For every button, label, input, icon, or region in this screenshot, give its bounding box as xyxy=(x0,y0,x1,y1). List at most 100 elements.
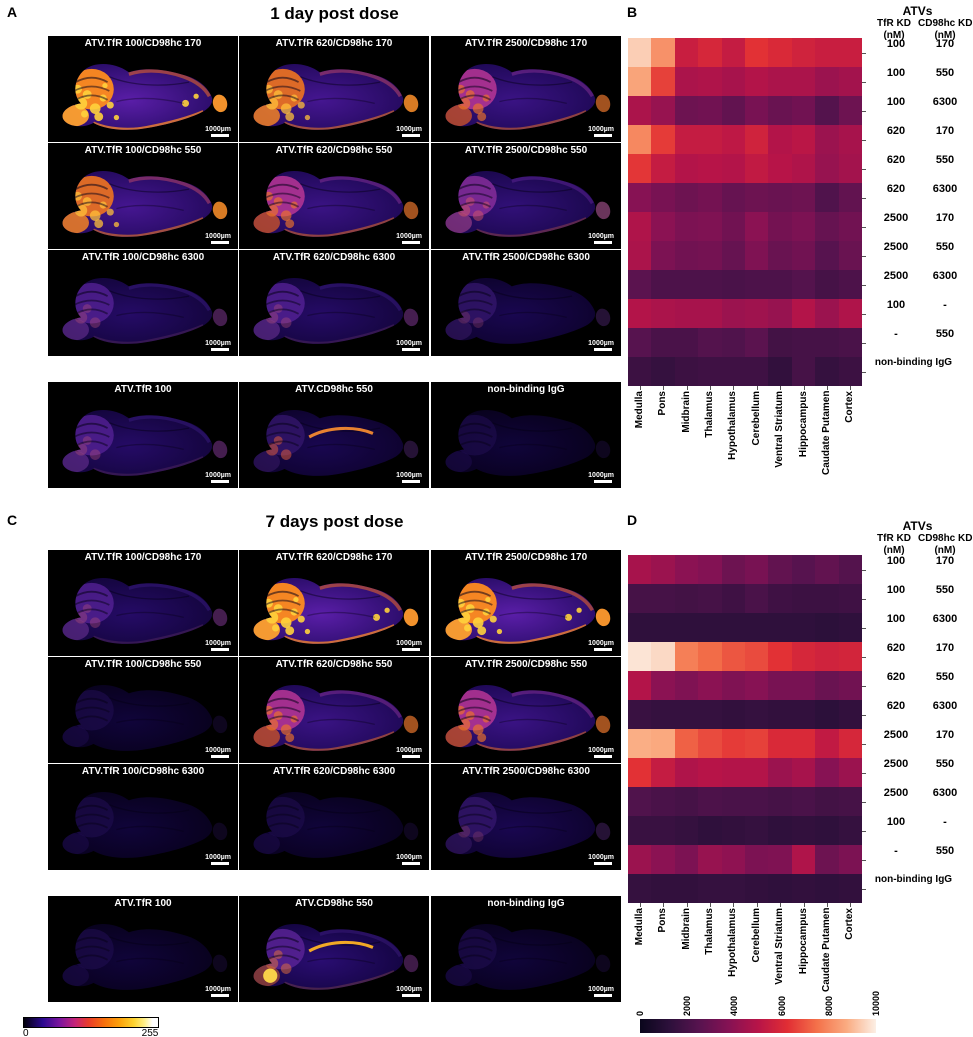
heatmap-cell xyxy=(674,38,699,67)
heatmap-cell xyxy=(815,584,839,613)
heatmap-cell xyxy=(698,328,722,357)
heatmap-cell xyxy=(651,67,675,96)
brain-tile-label: ATV.TfR 2500/CD98hc 6300 xyxy=(462,766,590,777)
heatmap-cell xyxy=(768,328,792,357)
region-label-hypothalamus: Hypothalamus xyxy=(727,908,739,977)
brain-section-image xyxy=(62,409,228,476)
heatmap-cell xyxy=(768,212,792,241)
cd98hc-kd-value: - xyxy=(943,299,947,311)
region-label-hypothalamus: Hypothalamus xyxy=(727,391,739,460)
heatmap-cell xyxy=(815,241,839,270)
scale-bar-label: 1000µm xyxy=(205,233,231,240)
heatmap-cell xyxy=(651,584,675,613)
heatmap-cell xyxy=(674,183,699,212)
tfr-kd-value: 620 xyxy=(886,700,906,712)
brain-section-image xyxy=(445,791,611,858)
heatmap-cell xyxy=(674,299,699,328)
brain-section-image xyxy=(445,577,611,644)
heatmap-cell xyxy=(744,671,769,700)
heatmap-cell xyxy=(628,787,652,816)
brain-image-tile: ATV.TfR 2500/CD98hc 6300 1000µm xyxy=(431,250,621,356)
tfr-kd-value: 100 xyxy=(886,96,906,108)
x-axis-tick xyxy=(663,903,664,907)
region-label-pons: Pons xyxy=(657,908,669,933)
brain-image-tile: ATV.CD98hc 550 1000µm xyxy=(239,382,429,488)
heatmap-cell xyxy=(791,584,816,613)
atv-table-row: non-binding IgG xyxy=(862,874,973,903)
scale-bar-label: 1000µm xyxy=(588,472,614,479)
brain-image-tile: ATV.CD98hc 550 1000µm xyxy=(239,896,429,1002)
y-axis-tick xyxy=(862,860,866,861)
heatmap-cell xyxy=(721,584,745,613)
heatmap-cell xyxy=(838,584,862,613)
heatmap-cell xyxy=(674,613,699,642)
x-axis-tick xyxy=(640,386,641,390)
heatmap-cell xyxy=(698,357,722,386)
y-axis-tick xyxy=(862,831,866,832)
heatmap-cell xyxy=(768,183,792,212)
scale-bar xyxy=(211,480,229,483)
heatmap-cell xyxy=(698,67,722,96)
brain-image-tile: ATV.TfR 100/CD98hc 6300 1000µm xyxy=(48,250,238,356)
heatmap-cell xyxy=(838,671,862,700)
heatmap-cell xyxy=(744,874,769,903)
heatmap-cell xyxy=(651,270,675,299)
heatmap-cell xyxy=(744,642,769,671)
heatmap-cell xyxy=(791,96,816,125)
region-label-cortex: Cortex xyxy=(844,908,856,940)
heatmap-cell xyxy=(838,787,862,816)
brain-image-tile: non-binding IgG 1000µm xyxy=(431,382,621,488)
heatmap-cell xyxy=(651,555,675,584)
heatmap-cell xyxy=(768,38,792,67)
brain-tile-label: ATV.TfR 100/CD98hc 6300 xyxy=(81,252,205,263)
brain-tile-label: ATV.TfR 100/CD98hc 170 xyxy=(84,38,202,49)
heatmap-cell xyxy=(628,299,652,328)
y-axis-tick xyxy=(862,169,866,170)
region-label-cerebellum: Cerebellum xyxy=(750,908,762,963)
heatmap-cell xyxy=(698,874,722,903)
heatmap-cell xyxy=(651,299,675,328)
scale-bar xyxy=(402,348,420,351)
heatmap-cell xyxy=(791,874,816,903)
heatmap-cell xyxy=(744,241,769,270)
scale-bar-label: 1000µm xyxy=(205,640,231,647)
y-axis-tick xyxy=(862,372,866,373)
tfr-kd-value: 620 xyxy=(886,125,906,137)
brain-section-image xyxy=(62,791,228,858)
brain-section-image xyxy=(253,409,419,476)
heatmap-cell xyxy=(674,555,699,584)
heatmap-cell xyxy=(628,758,652,787)
tfr-kd-value: 620 xyxy=(886,154,906,166)
y-axis-tick xyxy=(862,314,866,315)
scale-bar-label: 1000µm xyxy=(396,472,422,479)
scale-bar xyxy=(594,994,612,997)
brain-tile-label: ATV.TfR 100/CD98hc 550 xyxy=(84,145,202,156)
scale-bar-label: 1000µm xyxy=(205,126,231,133)
brain-tile-label: ATV.TfR 100/CD98hc 550 xyxy=(84,659,202,670)
cd98hc-kd-value: 550 xyxy=(935,758,955,770)
brain-section-image xyxy=(445,923,611,990)
heatmap-cell xyxy=(744,845,769,874)
region-label-ventral-striatum: Ventral Striatum xyxy=(774,391,786,468)
heatmap-cell xyxy=(721,642,745,671)
atv-table-b-col2-unit: (nM) xyxy=(934,30,956,41)
scale-bar-label: 1000µm xyxy=(588,854,614,861)
heatmap-cell xyxy=(768,584,792,613)
region-label-pons: Pons xyxy=(657,391,669,416)
tfr-kd-value: 100 xyxy=(886,816,906,828)
heatmap-cell xyxy=(815,125,839,154)
x-axis-tick xyxy=(757,903,758,907)
heatmap-cell xyxy=(721,38,745,67)
heatmap-cell xyxy=(768,96,792,125)
heatmap-cell xyxy=(698,154,722,183)
brain-section-image xyxy=(62,577,228,644)
brain-image-tile: ATV.TfR 620/CD98hc 550 1000µm xyxy=(239,143,429,249)
atv-table-b-col1-unit: (nM) xyxy=(883,30,905,41)
heatmap-cell xyxy=(768,816,792,845)
cd98hc-kd-value: 170 xyxy=(935,555,955,567)
heatmap-cell xyxy=(651,642,675,671)
scale-bar-label: 1000µm xyxy=(396,126,422,133)
scale-bar-label: 1000µm xyxy=(588,126,614,133)
brain-tile-label: non-binding IgG xyxy=(487,384,565,395)
